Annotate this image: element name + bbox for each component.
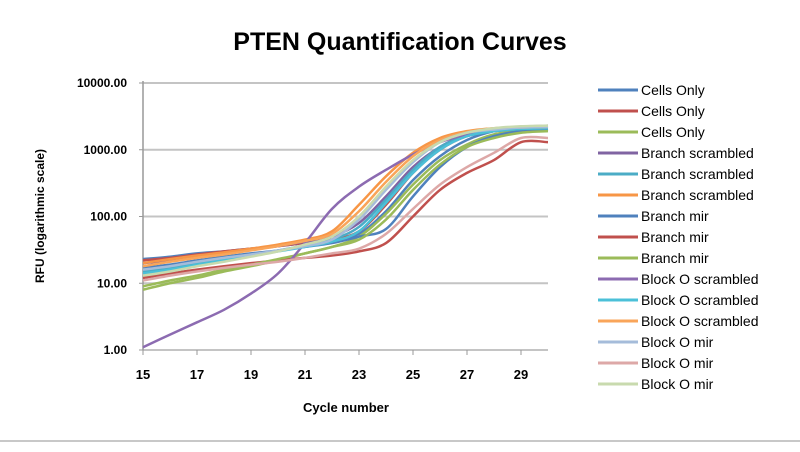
series-line-8 <box>142 139 549 280</box>
legend: Cells Only Cells Only Cells Only Branch scr… <box>598 82 758 392</box>
legend-item: Cells Only <box>598 82 705 98</box>
legend-label: Cells Only <box>641 124 705 140</box>
x-tick-label: 27 <box>460 367 474 382</box>
legend-label: Branch mir <box>641 208 709 224</box>
legend-label: Branch scrambled <box>641 145 754 161</box>
legend-item: Block O mir <box>598 334 714 350</box>
x-tick-label: 29 <box>514 367 528 382</box>
legend-label: Block O scrambled <box>641 271 758 287</box>
x-tick-label: 17 <box>190 367 204 382</box>
legend-label: Block O scrambled <box>641 313 758 329</box>
legend-item: Block O scrambled <box>598 271 758 287</box>
x-tick-label: 15 <box>136 367 150 382</box>
y-tick-labels: 1.00 10.00 100.00 1000.00 10000.00 <box>77 76 127 357</box>
divider <box>0 440 800 442</box>
legend-item: Cells Only <box>598 103 705 119</box>
series-line-14 <box>142 135 549 282</box>
axes <box>139 81 522 355</box>
legend-label: Branch mir <box>641 250 709 266</box>
legend-item: Block O mir <box>598 376 714 392</box>
y-tick-label: 1000.00 <box>84 143 128 157</box>
legend-label: Cells Only <box>641 103 705 119</box>
series-line-11 <box>142 126 549 275</box>
legend-item: Cells Only <box>598 124 705 140</box>
legend-label: Cells Only <box>641 82 705 98</box>
legend-item: Branch mir <box>598 229 709 245</box>
x-tick-label: 21 <box>298 367 312 382</box>
series-line-3 <box>142 128 549 291</box>
legend-item: Branch mir <box>598 208 709 224</box>
y-tick-label: 1.00 <box>104 343 128 357</box>
legend-label: Branch scrambled <box>641 166 754 182</box>
y-tick-label: 10000.00 <box>77 76 127 90</box>
y-tick-label: 10.00 <box>97 276 127 290</box>
series-line-9 <box>142 129 549 288</box>
chart-title: PTEN Quantification Curves <box>233 28 566 56</box>
legend-item: Block O scrambled <box>598 292 758 308</box>
legend-item: Block O scrambled <box>598 313 758 329</box>
legend-label: Block O mir <box>641 376 714 392</box>
legend-item: Branch scrambled <box>598 187 754 203</box>
legend-item: Block O mir <box>598 355 714 371</box>
x-axis-label: Cycle number <box>303 400 389 415</box>
legend-label: Block O scrambled <box>641 292 758 308</box>
y-tick-label: 100.00 <box>90 210 127 224</box>
series-lines <box>142 124 549 349</box>
x-tick-label: 25 <box>406 367 420 382</box>
x-tick-label: 19 <box>244 367 258 382</box>
x-tick-label: 23 <box>352 367 366 382</box>
legend-item: Branch scrambled <box>598 166 754 182</box>
y-axis-label: RFU (logarithmic scale) <box>33 149 47 283</box>
gridlines <box>143 82 548 351</box>
legend-item: Branch scrambled <box>598 145 754 161</box>
legend-label: Block O mir <box>641 355 714 371</box>
legend-item: Branch mir <box>598 250 709 266</box>
legend-label: Branch scrambled <box>641 187 754 203</box>
legend-label: Branch mir <box>641 229 709 245</box>
x-tick-labels: 15 17 19 21 23 25 27 29 <box>136 367 528 382</box>
legend-label: Block O mir <box>641 334 714 350</box>
series-line-15 <box>142 124 549 277</box>
